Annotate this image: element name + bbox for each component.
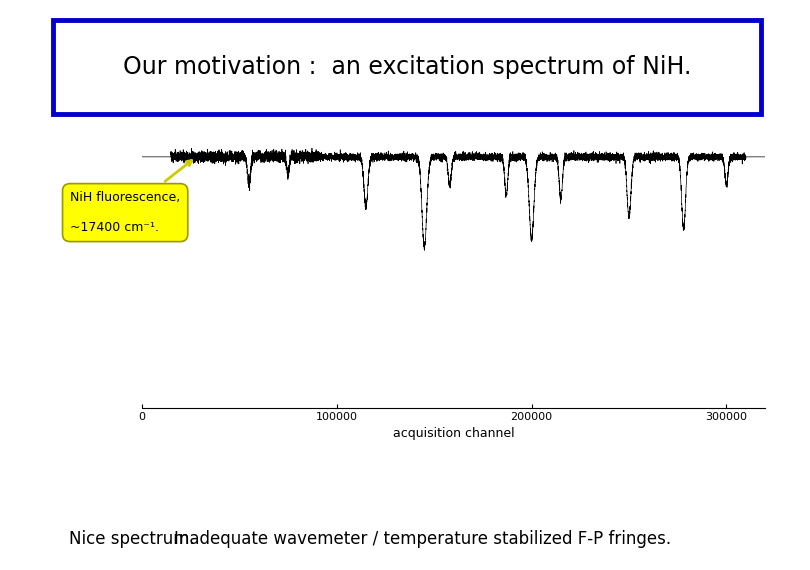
Text: NiH fluorescence,

~17400 cm⁻¹.: NiH fluorescence, ~17400 cm⁻¹.	[70, 161, 192, 234]
Text: Our motivation :  an excitation spectrum of NiH.: Our motivation : an excitation spectrum …	[123, 55, 691, 79]
FancyBboxPatch shape	[53, 20, 761, 114]
X-axis label: acquisition channel: acquisition channel	[393, 426, 514, 439]
Text: Inadequate wavemeter / temperature stabilized F-P fringes.: Inadequate wavemeter / temperature stabi…	[174, 530, 671, 548]
Text: Nice spectrum.: Nice spectrum.	[69, 530, 194, 548]
